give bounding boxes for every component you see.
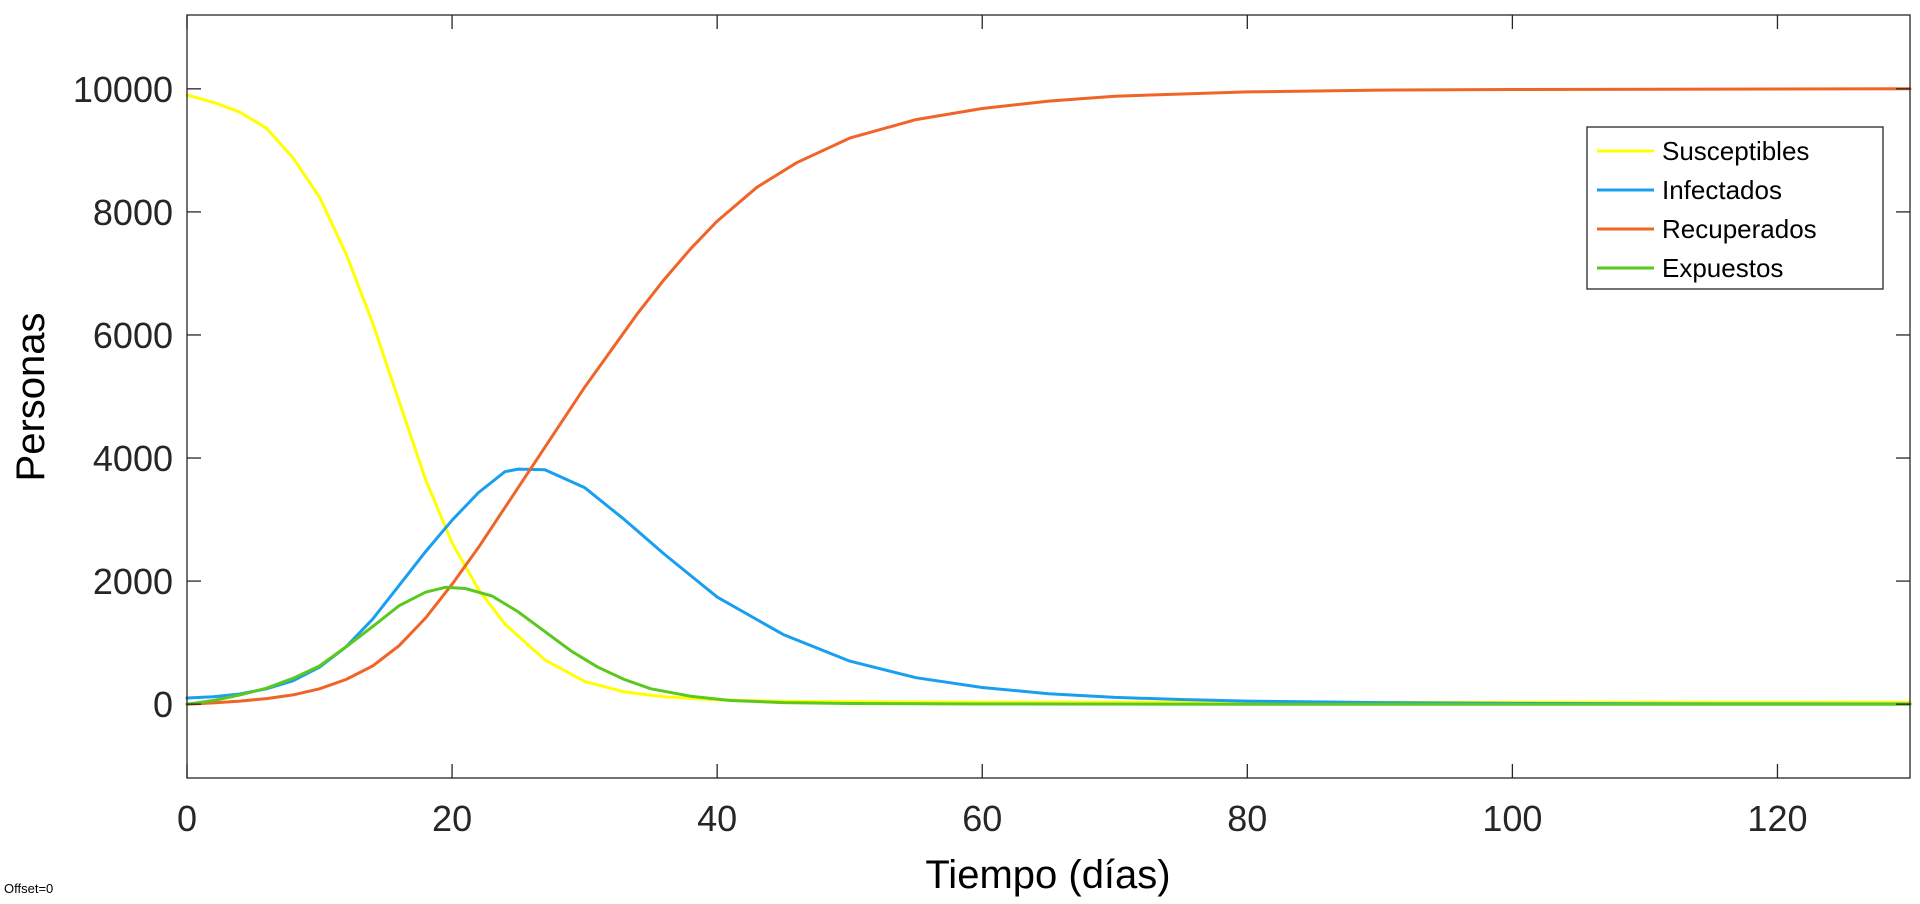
legend-label-infectados: Infectados [1662,175,1782,205]
offset-note: Offset=0 [4,881,53,896]
x-tick-label: 100 [1482,798,1542,839]
x-tick-label: 80 [1227,798,1267,839]
y-tick-label: 2000 [93,561,173,602]
y-axis-label: Personas [9,313,53,482]
series-line-recuperados [185,87,1912,706]
legend-label-susceptibles: Susceptibles [1662,136,1809,166]
x-tick-label: 0 [177,798,197,839]
legend-label-expuestos: Expuestos [1662,253,1783,283]
x-tick-label: 40 [697,798,737,839]
series-line-expuestos [185,585,1912,706]
series-line-susceptibles [185,93,1912,704]
y-tick-label: 4000 [93,438,173,479]
x-tick-label: 60 [962,798,1002,839]
x-tick-label: 20 [432,798,472,839]
y-tick-label: 0 [153,684,173,725]
legend: Susceptibles Infectados Recuperados Expuest… [1586,126,1884,290]
axis-layer: 0 20 40 60 80 100 120 0 2000 4000 6000 8000 10000 [73,14,1911,839]
x-axis-label: Tiempo (días) [925,853,1170,897]
series-layer [185,87,1912,706]
y-tick-label: 6000 [93,315,173,356]
y-tick-label: 8000 [93,192,173,233]
axes-box [186,14,1911,779]
legend-box [1586,126,1884,290]
x-tick-label: 120 [1747,798,1807,839]
legend-label-recuperados: Recuperados [1662,214,1817,244]
y-tick-label: 10000 [73,69,173,110]
